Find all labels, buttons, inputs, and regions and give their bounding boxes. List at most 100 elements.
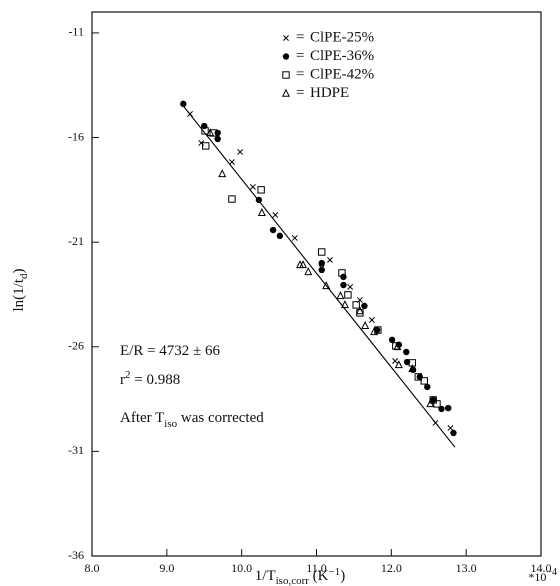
point	[180, 100, 187, 108]
y-tick-label: -21	[68, 234, 84, 248]
point	[276, 232, 284, 240]
point	[201, 127, 209, 135]
point	[202, 142, 210, 150]
y-label-sub: d	[18, 273, 30, 279]
annotation: E/R = 4732 ± 66	[120, 343, 221, 359]
point	[269, 226, 277, 234]
multiplier-text: *10	[528, 570, 546, 584]
point	[336, 291, 345, 300]
point	[426, 399, 435, 408]
multiplier-sup: −4	[546, 567, 557, 578]
y-tick-label: -36	[68, 548, 84, 562]
point	[304, 267, 313, 276]
point	[322, 281, 331, 290]
fit-line	[181, 103, 456, 448]
x-tick-label: 8.0	[85, 561, 100, 575]
point	[347, 283, 354, 290]
annotation-text: E/R = 4732 ± 66	[120, 343, 221, 359]
point	[430, 396, 437, 404]
legend-separator: =	[296, 48, 304, 64]
legend-marker	[282, 53, 290, 60]
point	[249, 183, 256, 190]
y-tick-label: -11	[68, 25, 84, 39]
y-tick-label: -31	[68, 443, 84, 457]
point	[424, 383, 431, 391]
x-tick-label: 13.0	[456, 561, 477, 575]
legend-separator: =	[296, 29, 304, 45]
point	[299, 260, 308, 269]
x-label-text: 1/T	[255, 568, 276, 584]
y-label-text: )	[11, 269, 27, 274]
annotation: After Tiso was corrected	[120, 410, 264, 429]
point	[447, 424, 454, 431]
y-axis-label: ln(1/td)	[11, 269, 29, 312]
legend-marker	[283, 35, 289, 41]
point	[228, 195, 236, 203]
point	[318, 259, 325, 267]
point	[370, 327, 379, 336]
x-tick-label: 11.0	[306, 561, 327, 575]
point	[414, 373, 422, 381]
legend-separator: =	[296, 85, 304, 101]
annotation-text: = 0.988	[131, 372, 181, 388]
annotation-sub: iso	[164, 418, 177, 430]
point	[445, 404, 452, 412]
point	[393, 342, 402, 351]
point	[340, 300, 349, 309]
legend-separator: =	[296, 66, 304, 82]
point	[361, 302, 368, 310]
x-label-sub: iso,corr	[276, 575, 310, 586]
x-tick-label: 9.0	[159, 561, 174, 575]
x-label-text: (K	[309, 568, 329, 584]
point	[450, 429, 457, 437]
annotation-text: After T	[120, 410, 164, 426]
annotation-text: was corrected	[177, 410, 264, 426]
y-label-text: ln(1/t	[11, 278, 27, 311]
y-tick-label: -16	[68, 129, 84, 143]
legend-label: ClPE-42%	[310, 66, 374, 82]
annotation: r2 = 0.988	[120, 369, 180, 389]
x-tick-label: 14.0	[531, 561, 552, 575]
point	[344, 291, 352, 299]
point	[228, 159, 235, 165]
point	[291, 235, 298, 241]
point	[338, 269, 346, 277]
point	[361, 321, 370, 330]
legend-label: ClPE-25%	[310, 29, 374, 45]
point	[214, 135, 221, 143]
point	[416, 373, 423, 381]
x-label-text: )	[340, 568, 345, 584]
x-multiplier: *10−4	[528, 567, 557, 583]
point	[237, 149, 244, 155]
point	[392, 358, 399, 364]
point	[394, 360, 403, 369]
point	[327, 256, 333, 263]
point	[318, 248, 326, 256]
legend-label: HDPE	[310, 85, 349, 101]
point	[340, 273, 347, 281]
point	[257, 186, 265, 194]
point	[257, 208, 266, 217]
point	[214, 129, 221, 137]
x-label-sup: −1	[329, 566, 341, 578]
legend-marker	[282, 71, 290, 79]
x-axis-label: 1/Tiso,corr (K−1)	[255, 566, 345, 586]
point	[433, 400, 441, 408]
point	[388, 336, 396, 344]
x-tick-label: 12.0	[381, 561, 402, 575]
point	[218, 169, 227, 178]
point	[187, 110, 193, 117]
legend-label: ClPE-36%	[310, 48, 374, 64]
point	[272, 212, 279, 218]
point	[432, 419, 439, 426]
point	[206, 128, 215, 137]
legend-marker	[281, 88, 291, 97]
annotation-text: r	[120, 372, 125, 388]
point	[403, 348, 410, 356]
point	[318, 266, 325, 274]
annotation-sup: 2	[125, 369, 131, 381]
y-tick-label: -26	[68, 339, 84, 353]
point	[355, 306, 364, 315]
point	[352, 301, 360, 309]
